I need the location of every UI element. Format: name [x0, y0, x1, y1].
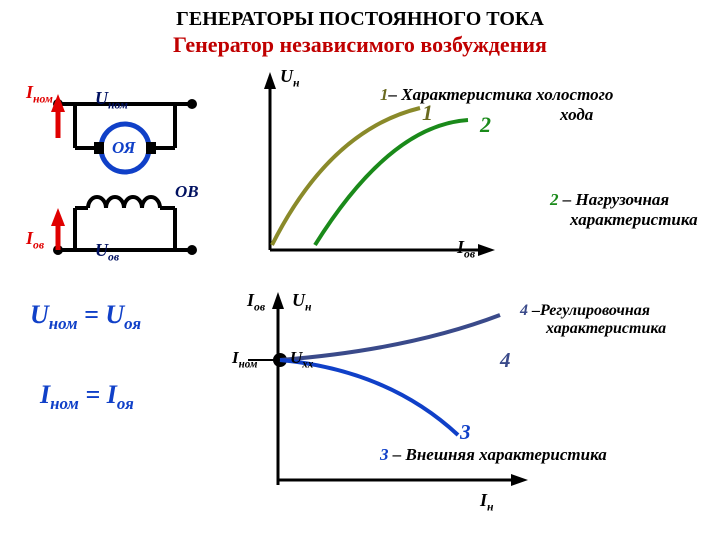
curve3-label: 3: [460, 420, 471, 445]
chart1-y-label: Uн: [280, 66, 300, 90]
label-u-ov: Uов: [95, 240, 119, 264]
chart2-y2-label: Uн: [292, 290, 312, 314]
label-oya: ОЯ: [112, 138, 135, 158]
curve4-label: 4: [500, 348, 511, 373]
legend-3: 3 – Внешняя характеристика: [380, 445, 607, 465]
title-line-1: ГЕНЕРАТОРЫ ПОСТОЯННОГО ТОКА: [0, 8, 720, 31]
equation-1: Uном = Uоя: [30, 300, 141, 334]
chart2-inom-label: Iном: [232, 348, 257, 370]
chart-2: [238, 290, 538, 500]
curve-2: [315, 120, 468, 245]
title-line-2: Генератор независимого возбуждения: [0, 32, 720, 58]
label-i-nom: Iном: [26, 82, 53, 106]
label-u-nom: Uном: [95, 88, 128, 112]
legend-2: 2 – Нагрузочная характеристика: [550, 190, 698, 230]
label-i-ov: Iов: [26, 228, 44, 252]
curve-3: [280, 360, 458, 435]
label-ov: ОВ: [175, 182, 199, 202]
curve-1: [272, 108, 420, 245]
equation-2: Iном = Iоя: [40, 380, 134, 414]
chart1-x-label: Iов: [457, 237, 475, 261]
chart2-y1-label: Iов: [247, 290, 265, 314]
legend-4: 4 –Регулировочная характеристика: [520, 302, 666, 338]
chart2-x-label: Iн: [480, 490, 494, 514]
chart2-uxx-label: Uхх: [290, 348, 313, 370]
legend-1: 1– Характеристика холостого хода: [380, 85, 613, 125]
